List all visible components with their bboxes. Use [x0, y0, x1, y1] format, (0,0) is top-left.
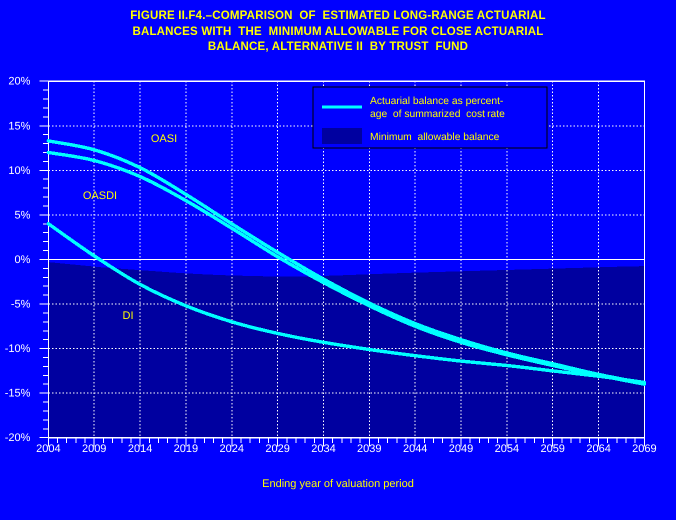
svg-text:2019: 2019 [174, 443, 198, 455]
svg-text:2064: 2064 [586, 443, 610, 455]
svg-text:Minimum allowable balance: Minimum allowable balance [370, 132, 500, 143]
svg-text:2069: 2069 [632, 443, 656, 455]
svg-text:OASI: OASI [151, 133, 177, 145]
svg-text:OASDI: OASDI [83, 190, 117, 202]
svg-text:-10%: -10% [5, 343, 31, 355]
svg-text:2039: 2039 [357, 443, 381, 455]
svg-text:2009: 2009 [82, 443, 106, 455]
svg-text:DI: DI [123, 310, 134, 322]
svg-text:2034: 2034 [311, 443, 335, 455]
svg-text:Actuarial balance as percent-: Actuarial balance as percent- [370, 96, 503, 107]
svg-text:20%: 20% [8, 76, 30, 88]
svg-text:-20%: -20% [5, 432, 31, 444]
svg-text:2029: 2029 [265, 443, 289, 455]
svg-text:-5%: -5% [11, 299, 31, 311]
svg-text:2059: 2059 [540, 443, 564, 455]
svg-text:2054: 2054 [495, 443, 519, 455]
svg-text:2024: 2024 [220, 443, 244, 455]
svg-text:2004: 2004 [36, 443, 60, 455]
svg-text:10%: 10% [8, 165, 30, 177]
svg-text:Ending year of valuation perio: Ending year of valuation period [262, 478, 414, 490]
svg-text:15%: 15% [8, 120, 30, 132]
svg-text:5%: 5% [14, 209, 30, 221]
svg-text:-15%: -15% [5, 388, 31, 400]
svg-text:2049: 2049 [449, 443, 473, 455]
svg-text:age of summarized cost rate: age of summarized cost rate [370, 109, 505, 120]
svg-text:2044: 2044 [403, 443, 427, 455]
svg-text:0%: 0% [14, 254, 30, 266]
svg-text:2014: 2014 [128, 443, 152, 455]
